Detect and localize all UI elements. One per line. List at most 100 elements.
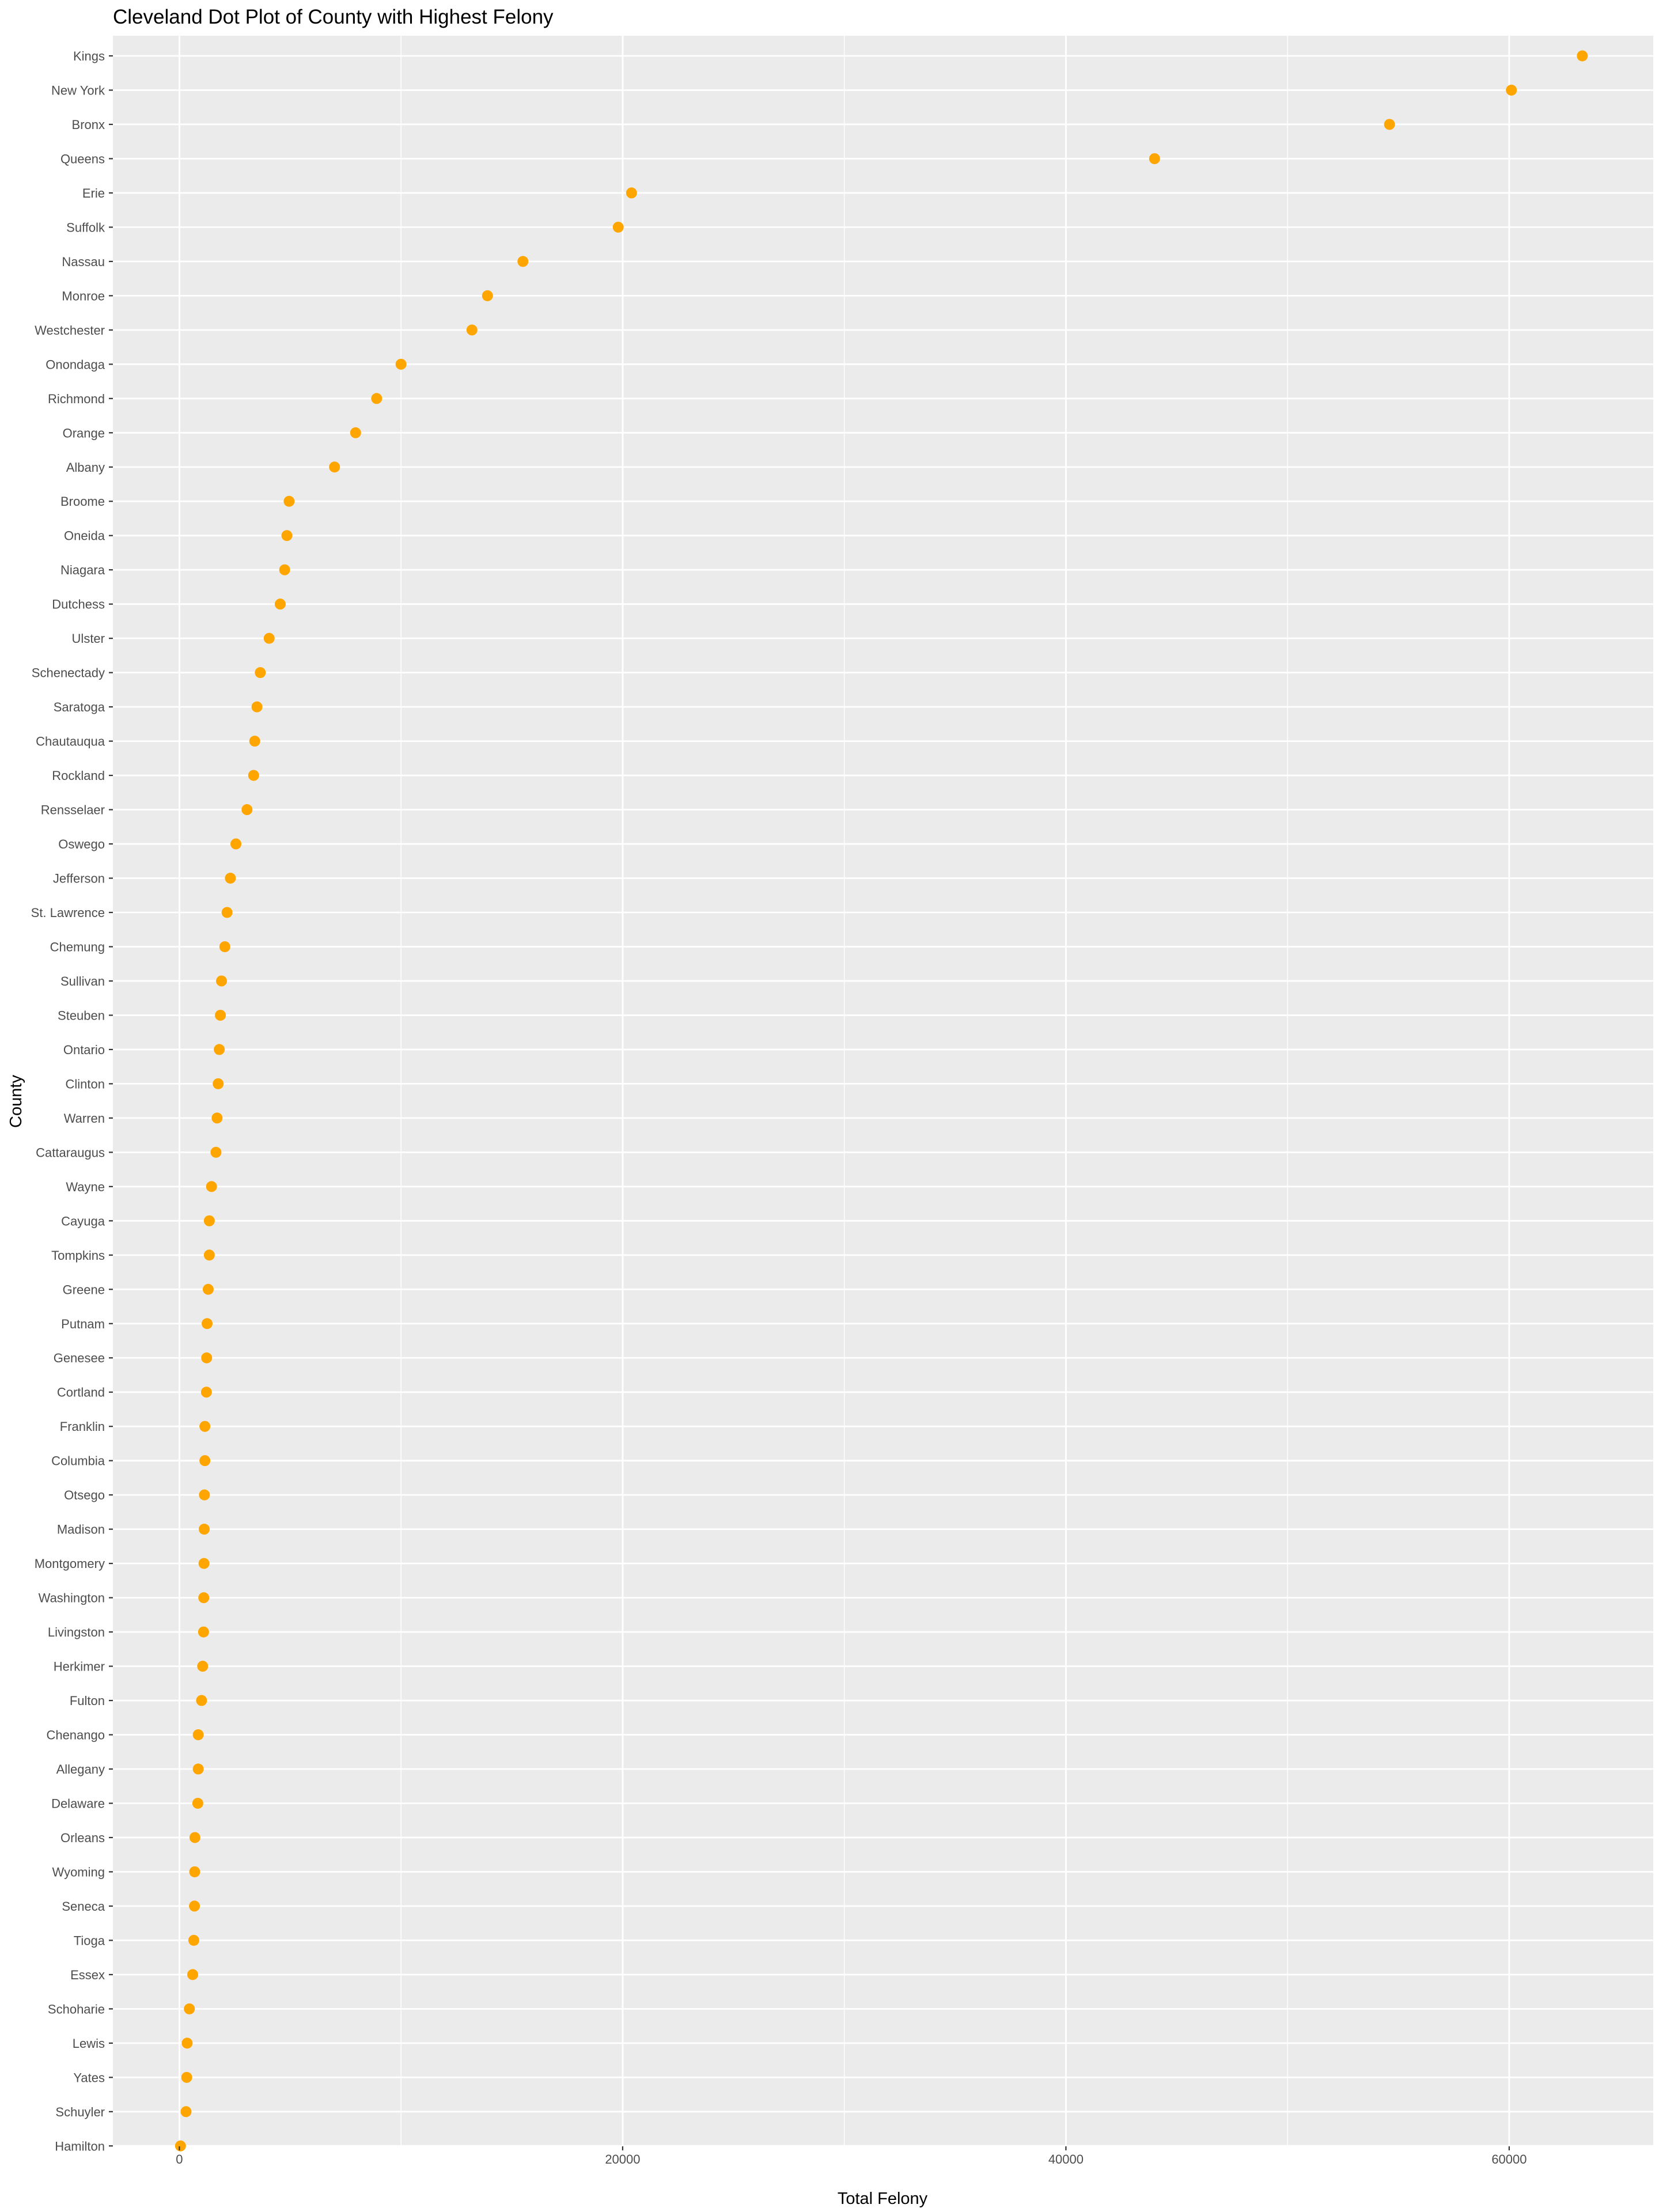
y-tick-label: Sullivan [60,974,105,988]
y-tick-label: Warren [64,1111,105,1126]
y-tick-label: Steuben [58,1008,105,1022]
y-tick-label: Cortland [57,1385,105,1400]
data-point [175,2140,186,2152]
y-tick-label: Franklin [60,1419,105,1434]
data-point [214,1044,225,1055]
y-tick-label: Yates [73,2070,105,2085]
data-point [202,1283,214,1295]
y-tick-label: Delaware [51,1796,105,1810]
y-tick-label: Broome [60,494,105,509]
y-axis: Kings New York Bronx Queens Erie Suffolk Nassa… [31,49,113,2153]
data-point [281,530,293,541]
y-tick-label: Westchester [35,323,105,338]
data-point [184,2003,195,2014]
data-point [197,1661,209,1672]
y-tick-label: Jefferson [53,872,105,886]
y-tick-label: Seneca [62,1899,105,1914]
y-tick-label: Schenectady [32,666,105,680]
y-tick-label: Rensselaer [41,803,105,817]
y-tick-label: Schoharie [48,2002,105,2016]
data-point [180,2106,192,2118]
data-point [1577,50,1588,62]
data-point [1506,84,1517,96]
data-point [198,1592,210,1604]
y-tick-label: Rockland [52,768,105,783]
data-point [221,907,233,918]
data-points [175,50,1588,2152]
major-grid [113,36,1653,2147]
y-tick-label: Otsego [64,1488,105,1502]
data-point [201,1352,213,1363]
data-point [215,1009,226,1021]
y-tick-label: Wayne [66,1180,105,1194]
y-tick-label: Greene [63,1282,105,1297]
data-point [211,1112,223,1124]
y-tick-label: St. Lawrence [31,906,105,920]
data-point [248,770,259,781]
data-point [196,1695,207,1706]
x-axis-title: Total Felony [838,2190,928,2208]
data-point [626,187,637,199]
y-axis-title: County [7,1075,25,1128]
y-tick-label: Madison [57,1522,105,1537]
y-tick-label: Kings [73,49,105,63]
y-tick-label: Putnam [61,1317,105,1331]
y-tick-label: Cayuga [61,1214,105,1228]
y-tick-label: Queens [60,151,105,166]
data-point [199,1489,210,1501]
y-tick-label: Chemung [50,940,105,954]
data-point [203,1215,215,1226]
data-point [188,1934,199,1946]
data-point [482,290,493,301]
data-point [216,975,228,987]
y-tick-label: Saratoga [54,700,105,714]
y-tick-label: New York [51,83,105,97]
y-tick-label: Richmond [48,392,105,406]
data-point [213,1078,224,1089]
data-point [189,1900,200,1912]
y-tick-label: Livingston [48,1625,105,1639]
x-axis: 0 20000 40000 60000 [176,2146,1527,2166]
data-point [350,427,361,438]
data-point [612,221,624,233]
y-tick-label: Columbia [51,1454,105,1468]
y-tick-label: Oswego [58,837,105,851]
data-point [203,1249,215,1261]
y-tick-label: Oneida [64,529,105,543]
data-point [200,1387,212,1398]
data-point [255,667,266,679]
data-point [192,1729,204,1741]
y-tick-label: Tioga [74,1933,105,1948]
y-tick-label: Orange [63,426,105,440]
data-point [189,1832,200,1843]
data-point [192,1763,204,1775]
data-point [329,461,340,473]
y-tick-label: Cattaraugus [36,1145,105,1160]
x-tick-label: 0 [176,2152,183,2166]
y-tick-label: Washington [39,1591,105,1605]
y-tick-label: Chautauqua [36,734,105,749]
data-point [274,599,286,610]
x-tick-label: 40000 [1048,2152,1084,2166]
data-point [371,393,382,404]
y-tick-label: Tompkins [51,1248,105,1263]
data-point [181,2071,192,2083]
y-tick-label: Nassau [62,255,105,269]
data-point [230,838,242,850]
data-point [279,564,290,575]
y-tick-label: Suffolk [66,220,105,234]
data-point [1149,153,1160,164]
data-point [192,1797,203,1809]
y-tick-label: Chenango [46,1728,105,1743]
y-tick-label: Clinton [66,1077,105,1091]
data-point [466,324,478,336]
data-point [187,1969,199,1980]
data-point [199,1524,210,1535]
y-tick-label: Ulster [72,631,105,646]
data-point [206,1181,217,1192]
data-point [199,1421,211,1432]
y-tick-label: Wyoming [52,1865,105,1879]
y-tick-label: Orleans [60,1831,105,1845]
data-point [225,873,236,884]
